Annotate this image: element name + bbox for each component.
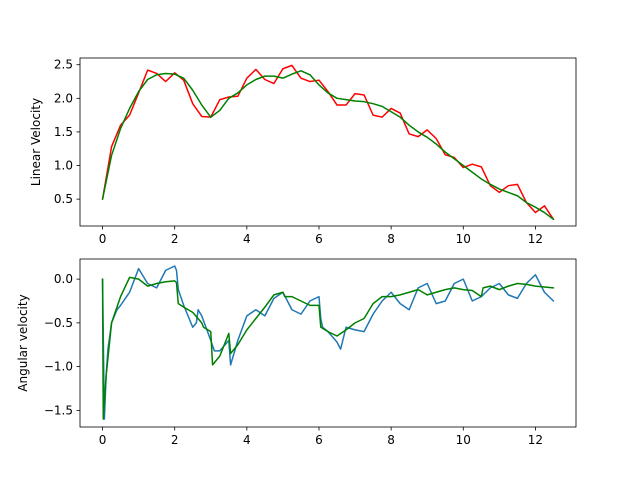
linear-velocity-frame — [79, 57, 577, 227]
linear-velocity-y-tick-label: 0.5 — [54, 192, 73, 206]
angular-velocity-series-line-2 — [101, 276, 555, 420]
linear-velocity-series-line-2 — [101, 70, 555, 221]
linear-velocity-x-tick-label: 0 — [99, 232, 107, 246]
linear-velocity-x-tick-label: 8 — [387, 232, 395, 246]
linear-velocity-y-tick-label: 2.5 — [54, 58, 73, 72]
linear-velocity-y-ticks: 0.5 1.0 1.5 2.0 2.5 — [54, 58, 80, 206]
angular-velocity-axes: 0 2 4 6 8 10 12 −1.5 −1.0 −0.5 0.0 Angular veloci… — [16, 258, 577, 447]
angular-velocity-x-tick-label: 12 — [528, 433, 543, 447]
angular-velocity-x-tick-label: 6 — [315, 433, 323, 447]
linear-velocity-axes: 0 2 4 6 8 10 12 0.5 1.0 1.5 2.0 2.5 Linear Velocit… — [29, 57, 577, 246]
linear-velocity-x-ticks: 0 2 4 6 8 10 12 — [99, 226, 543, 246]
angular-velocity-series — [101, 265, 555, 420]
angular-velocity-series-line-1 — [101, 265, 555, 420]
linear-velocity-y-tick-label: 1.0 — [54, 159, 73, 173]
linear-velocity-y-tick-label: 1.5 — [54, 125, 73, 139]
linear-velocity-x-tick-label: 2 — [171, 232, 179, 246]
linear-velocity-ylabel: Linear Velocity — [29, 98, 43, 186]
angular-velocity-y-tick-label: −1.5 — [44, 403, 73, 417]
angular-velocity-y-tick-label: −0.5 — [44, 316, 73, 330]
angular-velocity-x-tick-label: 8 — [387, 433, 395, 447]
angular-velocity-frame — [79, 258, 577, 428]
linear-velocity-x-tick-label: 10 — [456, 232, 471, 246]
angular-velocity-x-tick-label: 0 — [99, 433, 107, 447]
angular-velocity-x-tick-label: 2 — [171, 433, 179, 447]
angular-velocity-y-ticks: −1.5 −1.0 −0.5 0.0 — [44, 272, 80, 417]
linear-velocity-x-tick-label: 12 — [528, 232, 543, 246]
angular-velocity-x-tick-label: 4 — [243, 433, 251, 447]
angular-velocity-y-tick-label: 0.0 — [54, 272, 73, 286]
angular-velocity-x-ticks: 0 2 4 6 8 10 12 — [99, 427, 543, 447]
linear-velocity-x-tick-label: 4 — [243, 232, 251, 246]
angular-velocity-ylabel: Angular velocity — [16, 294, 30, 391]
angular-velocity-x-tick-label: 10 — [456, 433, 471, 447]
linear-velocity-y-tick-label: 2.0 — [54, 91, 73, 105]
linear-velocity-series — [101, 64, 555, 221]
angular-velocity-y-tick-label: −1.0 — [44, 360, 73, 374]
linear-velocity-x-tick-label: 6 — [315, 232, 323, 246]
